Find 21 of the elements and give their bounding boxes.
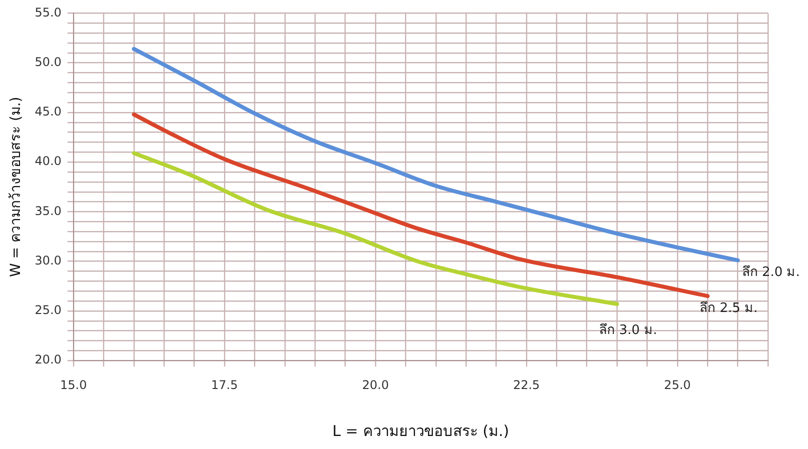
x-tick-label: 20.0 xyxy=(362,378,389,392)
line-series xyxy=(132,46,740,262)
x-tick-label: 25.0 xyxy=(664,378,691,392)
x-tick-label: 22.5 xyxy=(513,378,540,392)
line-series xyxy=(132,112,710,298)
x-tick-label: 17.5 xyxy=(211,378,238,392)
y-tick-label: 35.0 xyxy=(34,204,62,218)
series-label: ลึก 3.0 ม. xyxy=(599,322,658,338)
series-label: ลึก 2.5 ม. xyxy=(700,300,758,316)
y-tick-label: 30.0 xyxy=(34,253,62,268)
y-axis-title: W = ความกว้างขอบสระ (ม.) xyxy=(8,96,24,278)
x-tick-label: 15.0 xyxy=(60,378,87,392)
line-series xyxy=(132,151,620,306)
y-tick-label: 20.0 xyxy=(34,352,62,367)
y-tick-label: 55.0 xyxy=(34,5,62,20)
y-tick-label: 45.0 xyxy=(34,104,62,119)
series-label: ลึก 2.0 ม. xyxy=(742,265,800,280)
y-tick-label: 50.0 xyxy=(34,54,62,69)
x-axis-title: L = ความยาวขอบสระ (ม.) xyxy=(332,422,510,440)
y-tick-label: 40.0 xyxy=(34,154,62,168)
y-tick-label: 25.0 xyxy=(34,303,62,318)
